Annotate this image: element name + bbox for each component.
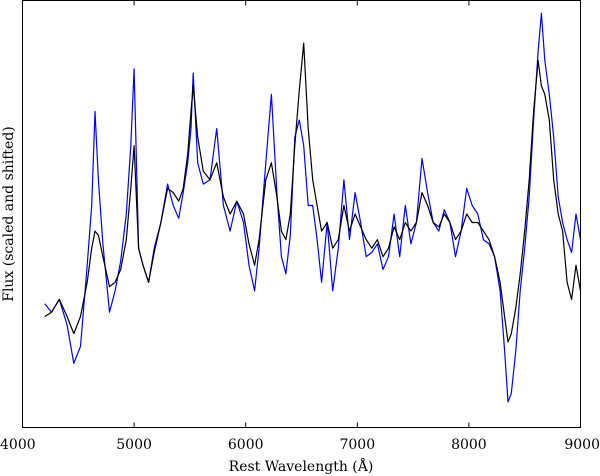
series-line-2 xyxy=(44,42,582,343)
x-axis-label: Rest Wavelength (Å) xyxy=(229,457,374,475)
x-tick-label-4000: 4000 xyxy=(0,437,36,453)
series-line-1 xyxy=(44,12,582,403)
y-axis-label: Flux (scaled and shifted) xyxy=(1,126,17,302)
x-tick-label-7000: 7000 xyxy=(339,437,375,453)
x-tick-label-8000: 8000 xyxy=(451,437,487,453)
plot-frame xyxy=(22,0,581,428)
x-tick-label-9000: 9000 xyxy=(564,437,600,453)
x-tick-label-6000: 6000 xyxy=(228,437,264,453)
x-tick-label-5000: 5000 xyxy=(116,437,152,453)
series-layer xyxy=(44,12,582,403)
tick-layer: 4000 5000 6000 7000 8000 9000 xyxy=(0,0,600,453)
